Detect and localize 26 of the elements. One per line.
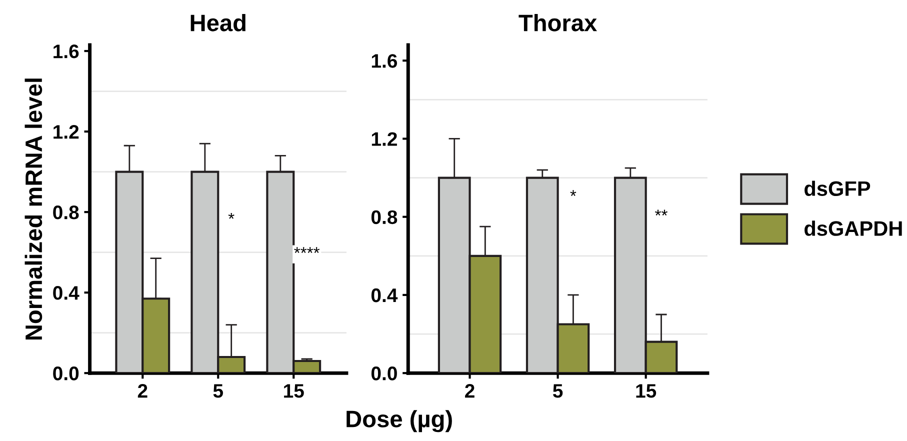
x-tick-label: 5 bbox=[552, 384, 563, 398]
y-tick-label: 1.2 bbox=[54, 125, 79, 139]
y-tick-label: 0.4 bbox=[371, 288, 398, 302]
y-tick-label: 0.0 bbox=[371, 366, 397, 380]
y-tick-label: 0.0 bbox=[53, 366, 79, 380]
annotation: * bbox=[228, 212, 234, 219]
y-tick-label: 1.6 bbox=[372, 54, 398, 68]
x-tick-label: 2 bbox=[465, 384, 474, 398]
y-axis-title: Normalized mRNA level bbox=[24, 78, 42, 340]
annotation: ** bbox=[655, 210, 668, 216]
chart-title: Head bbox=[190, 14, 246, 32]
legend-label: dsGFP bbox=[804, 180, 870, 196]
x-tick-label: 2 bbox=[138, 384, 148, 398]
legend-label: dsGAPDH bbox=[804, 220, 902, 236]
y-tick-label: 0.8 bbox=[53, 206, 79, 220]
x-tick-label: 15 bbox=[636, 384, 656, 398]
x-tick-label: 5 bbox=[213, 384, 223, 398]
y-tick-label: 0.8 bbox=[371, 210, 398, 224]
x-tick-label: 15 bbox=[284, 384, 304, 398]
chart-title: Thorax bbox=[518, 14, 597, 32]
y-tick-label: 0.4 bbox=[53, 286, 80, 300]
y-tick-label: 1.6 bbox=[54, 44, 79, 58]
annotation: **** bbox=[294, 247, 320, 254]
x-axis-title: Dose (µg) bbox=[346, 410, 452, 432]
annotation: * bbox=[570, 190, 576, 196]
y-tick-label: 1.2 bbox=[372, 132, 397, 146]
